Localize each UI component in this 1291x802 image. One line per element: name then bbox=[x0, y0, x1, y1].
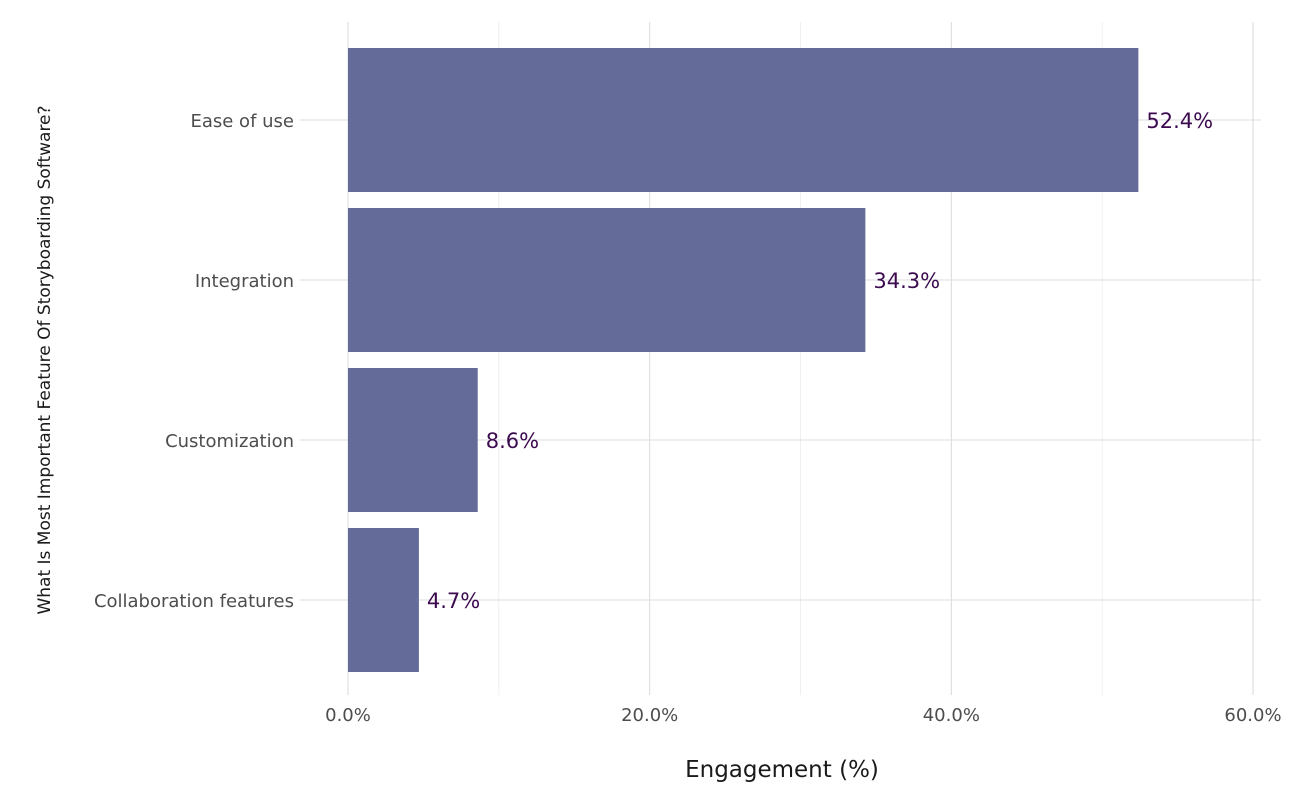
y-category-label: Customization bbox=[165, 431, 294, 452]
bar bbox=[348, 528, 419, 672]
axis-layer: Engagement (%) What Is Most Important Fe… bbox=[35, 105, 1282, 783]
bar-value-label: 4.7% bbox=[427, 589, 480, 613]
bar-value-label: 52.4% bbox=[1146, 109, 1213, 133]
bar-value-label: 34.3% bbox=[873, 269, 940, 293]
x-axis-title: Engagement (%) bbox=[685, 757, 879, 783]
y-category-label: Integration bbox=[195, 271, 294, 292]
label-layer: 52.4% 34.3% 8.6% 4.7% bbox=[427, 109, 1213, 613]
bar bbox=[348, 208, 866, 352]
bar-value-label: 8.6% bbox=[486, 429, 539, 453]
x-tick-label: 40.0% bbox=[923, 705, 980, 726]
y-category-label: Ease of use bbox=[190, 111, 294, 132]
y-category-label: Collaboration features bbox=[94, 591, 294, 612]
x-tick-label: 20.0% bbox=[621, 705, 678, 726]
bar bbox=[348, 368, 478, 512]
x-tick-label: 60.0% bbox=[1224, 705, 1281, 726]
bar bbox=[348, 48, 1139, 192]
y-axis-title: What Is Most Important Feature Of Storyb… bbox=[35, 105, 55, 614]
bar-layer bbox=[348, 48, 1139, 672]
x-tick-label: 0.0% bbox=[325, 705, 371, 726]
